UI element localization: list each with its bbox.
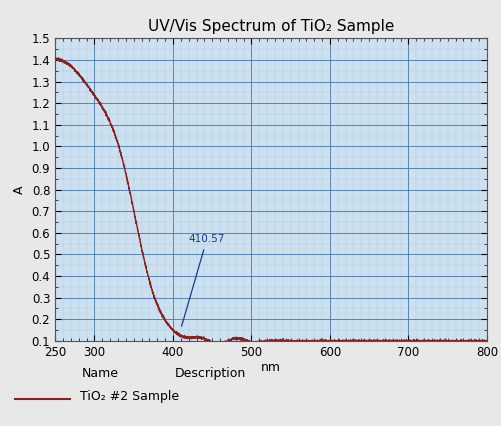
Title: UV/Vis Spectrum of TiO₂ Sample: UV/Vis Spectrum of TiO₂ Sample bbox=[148, 20, 393, 35]
Text: TiO₂ #2 Sample: TiO₂ #2 Sample bbox=[80, 389, 179, 403]
Text: 410.57: 410.57 bbox=[181, 234, 224, 326]
Y-axis label: A: A bbox=[13, 185, 26, 194]
X-axis label: nm: nm bbox=[261, 361, 281, 374]
Text: Description: Description bbox=[175, 367, 246, 380]
Text: Name: Name bbox=[82, 367, 119, 380]
